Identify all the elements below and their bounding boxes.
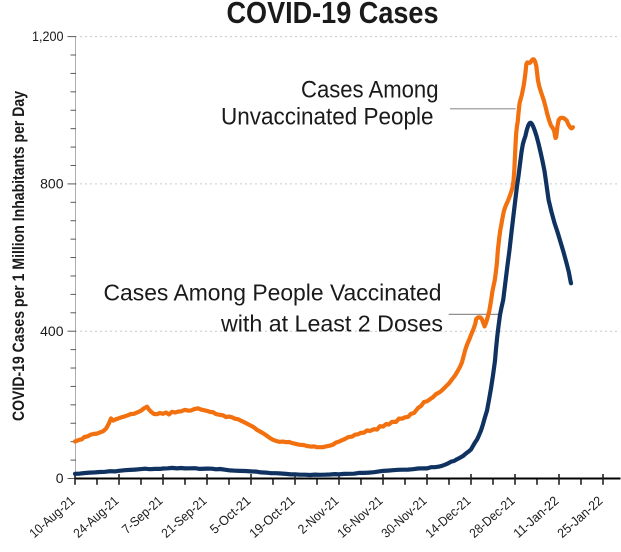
svg-text:Unvaccinated People: Unvaccinated People (221, 104, 434, 131)
svg-text:Cases Among People Vaccinated: Cases Among People Vaccinated (104, 280, 442, 306)
svg-text:400: 400 (40, 323, 64, 339)
svg-text:1,200: 1,200 (32, 28, 64, 44)
svg-text:with at Least 2 Doses: with at Least 2 Doses (220, 311, 443, 337)
svg-text:Cases Among: Cases Among (301, 77, 439, 104)
svg-text:COVID-19 Cases: COVID-19 Cases (227, 0, 439, 30)
svg-text:800: 800 (40, 176, 64, 192)
svg-text:COVID-19 Cases per 1 Million I: COVID-19 Cases per 1 Million Inhabitants… (10, 90, 28, 421)
svg-text:0: 0 (56, 470, 64, 486)
